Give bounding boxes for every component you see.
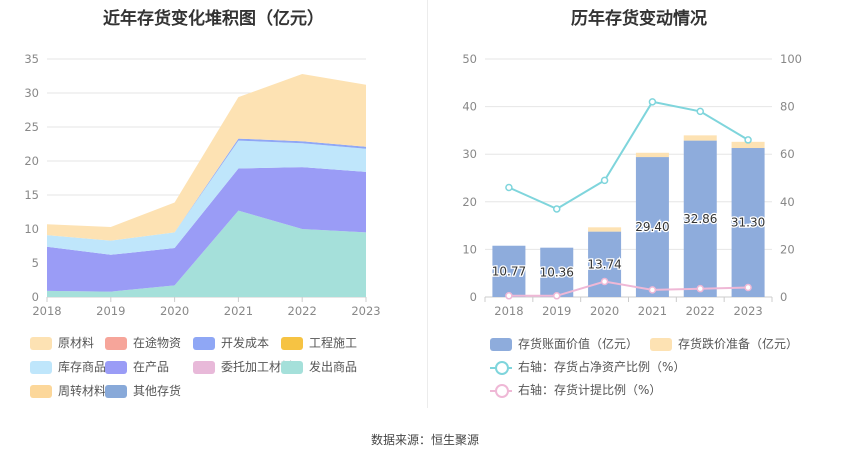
legend-swatch (193, 361, 215, 374)
left-x-tick-label: 2018 (32, 304, 61, 318)
legend-label: 库存商品 (58, 360, 107, 374)
right-x-tick-label: 2021 (638, 304, 667, 318)
line-point (505, 183, 513, 192)
right-x-tick-label: 2022 (686, 304, 715, 318)
bar-book-value (635, 157, 669, 297)
legend-swatch (281, 361, 303, 374)
right-x-tick-label: 2019 (542, 304, 571, 318)
right-x-tick-label: 2020 (590, 304, 619, 318)
legend-label: 右轴：存货占净资产比例（%） (518, 360, 686, 374)
legend-swatch (490, 338, 512, 351)
legend-label: 其他存货 (133, 384, 182, 398)
right-left-y-tick-label: 50 (462, 52, 477, 66)
legend-label: 原材料 (58, 336, 95, 350)
legend-label: 工程施工 (309, 336, 358, 350)
left-y-tick-label: 15 (24, 188, 39, 202)
right-left-y-tick-label: 30 (462, 147, 477, 161)
line-point (744, 136, 752, 144)
right-right-y-tick-label: 100 (780, 52, 802, 66)
bar-value-label: 32.86 (683, 212, 717, 226)
bar-value-label: 13.74 (587, 257, 621, 271)
left-x-tick-label: 2023 (351, 304, 380, 318)
line-provision-ratio (508, 280, 749, 297)
legend-swatch (193, 337, 215, 350)
legend-swatch (105, 385, 127, 398)
bar-book-value (731, 148, 765, 297)
bar-value-label: 29.40 (635, 220, 669, 234)
legend-swatch (30, 361, 52, 374)
left-x-tick-label: 2020 (160, 304, 189, 318)
right-left-y-tick-label: 0 (470, 290, 477, 304)
legend-label: 存货账面价值（亿元） (518, 337, 639, 351)
legend-swatch (30, 385, 52, 398)
left-y-tick-label: 20 (24, 154, 39, 168)
right-x-tick-label: 2018 (494, 304, 523, 318)
area-发出商品 (47, 210, 366, 297)
line-point (648, 98, 657, 106)
line-point (553, 205, 561, 213)
left-x-tick-label: 2019 (96, 304, 125, 318)
right-left-y-tick-label: 20 (462, 195, 477, 209)
right-right-y-tick-label: 0 (780, 290, 787, 304)
line-point (600, 277, 609, 286)
left-y-tick-label: 35 (24, 52, 39, 66)
bar-impairment (683, 135, 717, 141)
right-left-y-tick-label: 40 (462, 100, 477, 114)
left-y-tick-label: 25 (24, 120, 39, 134)
left-y-tick-label: 0 (32, 290, 39, 304)
line-point (744, 283, 752, 292)
right-chart-title: 历年存货变动情况 (571, 9, 707, 29)
line-point (600, 176, 609, 185)
left-x-tick-label: 2021 (224, 304, 253, 318)
legend-label: 委托加工材料 (221, 360, 294, 374)
right-x-tick-label: 2023 (733, 304, 762, 318)
right-right-y-tick-label: 40 (780, 195, 795, 209)
legend-label: 存货跌价准备（亿元） (678, 337, 799, 351)
bar-value-label: 10.77 (492, 264, 526, 278)
right-right-y-tick-label: 60 (780, 147, 795, 161)
bar-value-label: 31.30 (731, 216, 765, 230)
right-right-y-tick-label: 20 (780, 242, 795, 256)
data-source-footer: 数据来源：恒生聚源 (370, 433, 479, 447)
legend-swatch (30, 337, 52, 350)
legend-label: 右轴：存货计提比例（%） (518, 383, 662, 397)
legend-line-marker (490, 384, 512, 398)
bar-book-value (540, 247, 574, 297)
right-left-y-tick-label: 10 (462, 242, 477, 256)
bar-book-value (492, 245, 526, 297)
bar-book-value (683, 140, 717, 297)
bar-impairment (731, 141, 765, 149)
bar-impairment (635, 152, 669, 158)
bar-impairment (588, 227, 622, 232)
legend-label: 发出商品 (309, 360, 358, 374)
left-y-tick-label: 10 (24, 222, 39, 236)
legend-swatch (281, 337, 303, 350)
area-库存商品 (47, 140, 366, 255)
legend-label: 在产品 (133, 360, 170, 374)
legend-swatch (105, 337, 127, 350)
right-right-y-tick-label: 80 (780, 100, 795, 114)
left-chart-title: 近年存货变化堆积图（亿元） (103, 9, 324, 29)
line-point (696, 284, 704, 293)
line-point (696, 107, 704, 116)
line-inventory-to-net-assets (508, 100, 749, 211)
line-point (553, 292, 561, 300)
line-point (648, 286, 657, 294)
legend-swatch (105, 361, 127, 374)
legend-swatch (650, 338, 672, 351)
bar-book-value (588, 231, 622, 297)
area-原材料 (47, 74, 366, 241)
legend-label: 在途物资 (133, 336, 182, 350)
area-在产品 (47, 167, 366, 292)
bar-value-label: 10.36 (540, 265, 574, 279)
legend-line-marker (490, 361, 512, 375)
left-y-tick-label: 30 (24, 86, 39, 100)
left-y-tick-label: 5 (32, 256, 39, 270)
panel-divider (427, 0, 428, 408)
line-point (505, 292, 513, 300)
legend-label: 周转材料 (58, 384, 107, 398)
legend-label: 开发成本 (221, 336, 270, 350)
left-x-tick-label: 2022 (288, 304, 317, 318)
